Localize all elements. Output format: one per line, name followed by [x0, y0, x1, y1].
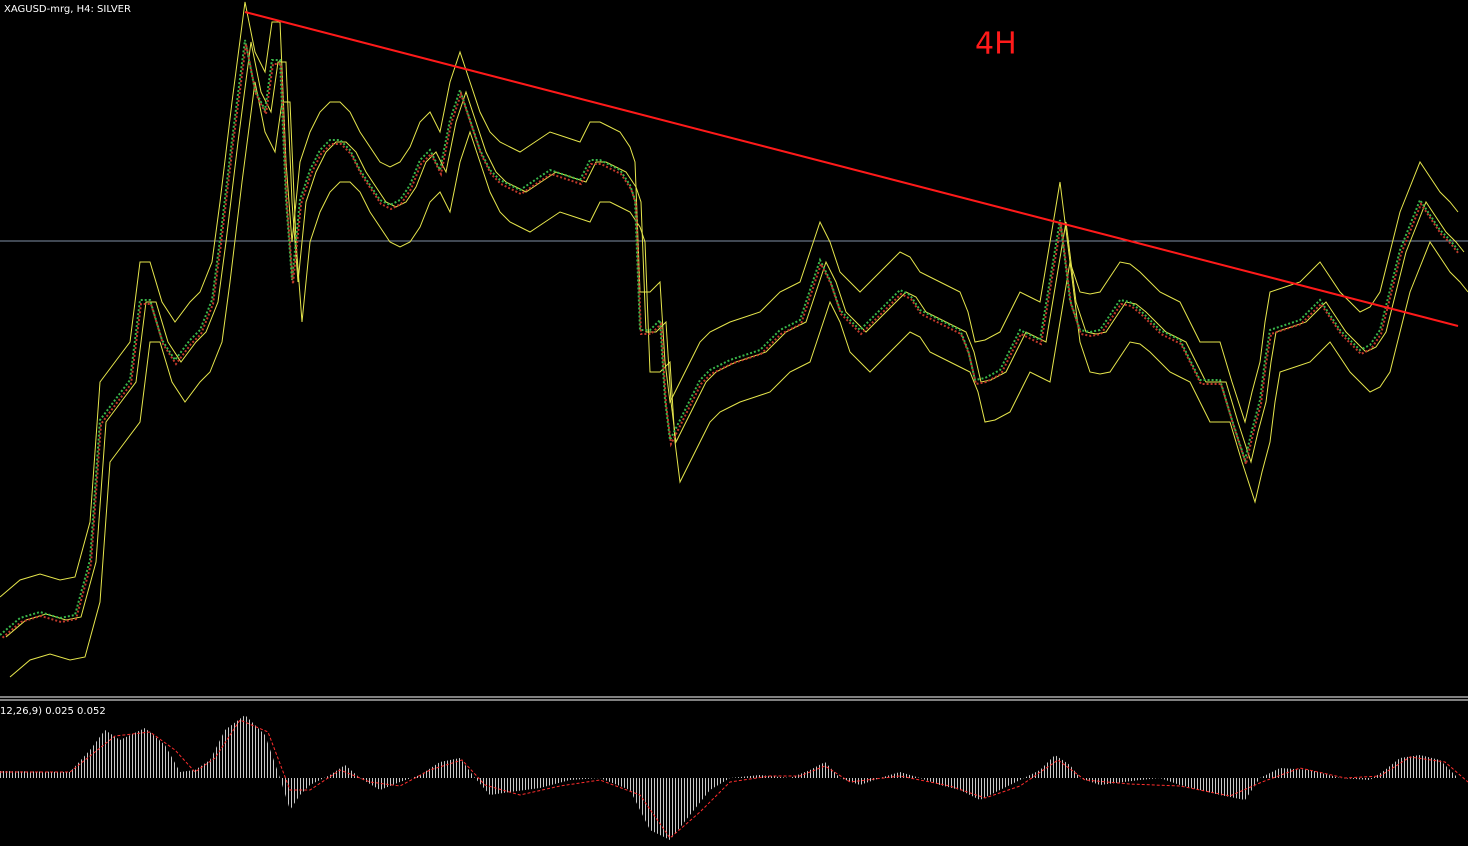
macd-signal [0, 719, 1468, 839]
symbol-label: XAGUSD-mrg, H4: SILVER [4, 4, 131, 15]
trendline [244, 11, 1459, 327]
indicator-label: 12,26,9) 0.025 0.052 [0, 706, 106, 717]
timeframe-annotation: 4H [975, 27, 1017, 62]
